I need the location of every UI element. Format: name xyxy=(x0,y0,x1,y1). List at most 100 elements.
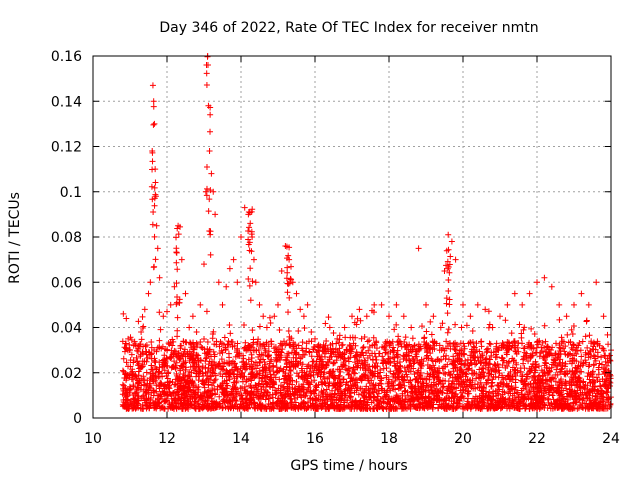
data-point xyxy=(147,279,154,286)
data-point xyxy=(478,359,485,366)
data-point xyxy=(217,339,224,346)
data-point xyxy=(243,399,250,406)
data-point xyxy=(521,365,528,372)
data-point xyxy=(509,373,516,380)
data-point xyxy=(264,353,271,360)
data-point xyxy=(173,259,180,266)
data-point xyxy=(123,375,130,382)
data-point xyxy=(339,341,346,348)
data-point xyxy=(583,390,590,397)
data-point xyxy=(261,359,268,366)
data-point xyxy=(578,368,585,375)
x-tick-label: 24 xyxy=(602,431,620,447)
data-point xyxy=(258,405,265,412)
data-point xyxy=(483,346,490,353)
data-point xyxy=(555,384,562,391)
data-point xyxy=(155,400,162,407)
data-point xyxy=(150,103,157,110)
data-point xyxy=(588,338,595,345)
data-point xyxy=(317,396,324,403)
data-point xyxy=(275,301,281,308)
data-point xyxy=(204,53,211,60)
data-point xyxy=(513,348,520,355)
data-point xyxy=(418,394,425,401)
data-point xyxy=(400,352,407,359)
data-point xyxy=(380,357,387,364)
data-point xyxy=(305,372,312,379)
data-point xyxy=(411,342,418,349)
data-point xyxy=(380,365,387,372)
data-point xyxy=(505,390,512,397)
data-point xyxy=(570,378,577,385)
data-point xyxy=(491,361,498,368)
data-point xyxy=(566,368,573,375)
data-point xyxy=(539,339,546,346)
data-point xyxy=(366,394,373,401)
data-point xyxy=(173,280,180,287)
data-point xyxy=(150,209,157,216)
data-point xyxy=(555,354,562,361)
data-point xyxy=(537,404,544,411)
data-point xyxy=(272,354,279,361)
data-point xyxy=(163,362,170,369)
data-point xyxy=(219,397,226,404)
data-point xyxy=(450,353,457,360)
data-point xyxy=(531,330,538,337)
data-point xyxy=(219,301,226,308)
data-point xyxy=(216,343,223,350)
data-point xyxy=(153,348,160,355)
data-point xyxy=(412,388,419,395)
x-tick-label: 16 xyxy=(306,431,324,447)
data-point xyxy=(338,363,345,370)
data-point xyxy=(481,359,488,366)
data-point xyxy=(120,310,127,317)
data-point xyxy=(318,362,325,369)
data-point xyxy=(277,342,284,349)
data-point xyxy=(554,355,561,362)
data-point xyxy=(326,405,333,412)
data-point xyxy=(340,351,347,358)
data-point xyxy=(328,353,335,360)
data-point xyxy=(441,267,448,274)
data-point xyxy=(333,353,340,360)
data-point xyxy=(382,346,389,353)
data-point xyxy=(504,301,511,308)
data-point xyxy=(541,354,548,361)
data-point xyxy=(370,334,377,341)
data-point xyxy=(386,313,392,320)
data-point xyxy=(459,383,466,390)
data-point xyxy=(236,405,243,412)
data-point xyxy=(306,349,313,356)
data-point xyxy=(176,299,183,306)
data-point xyxy=(394,351,401,358)
data-point xyxy=(460,301,466,308)
data-point xyxy=(171,405,178,412)
data-point xyxy=(254,370,261,377)
data-point xyxy=(375,403,382,410)
data-point xyxy=(530,404,537,411)
data-point xyxy=(178,256,185,263)
data-point xyxy=(151,195,158,202)
data-point xyxy=(483,381,490,388)
data-point xyxy=(229,358,236,365)
data-point xyxy=(464,405,471,412)
data-point xyxy=(173,301,180,308)
data-point xyxy=(130,405,137,412)
data-point xyxy=(267,401,274,408)
data-point xyxy=(186,384,193,391)
data-point xyxy=(469,328,476,335)
data-point xyxy=(572,389,579,396)
data-point xyxy=(584,344,591,351)
data-point xyxy=(127,347,133,354)
data-point xyxy=(598,354,605,361)
data-point xyxy=(177,367,184,374)
data-point xyxy=(596,360,603,367)
data-point xyxy=(519,372,526,379)
data-point xyxy=(248,231,255,238)
data-point xyxy=(493,354,500,361)
data-point xyxy=(417,370,424,377)
data-point xyxy=(277,382,284,389)
data-point xyxy=(446,395,453,402)
data-point xyxy=(415,359,422,366)
data-point xyxy=(445,326,452,333)
